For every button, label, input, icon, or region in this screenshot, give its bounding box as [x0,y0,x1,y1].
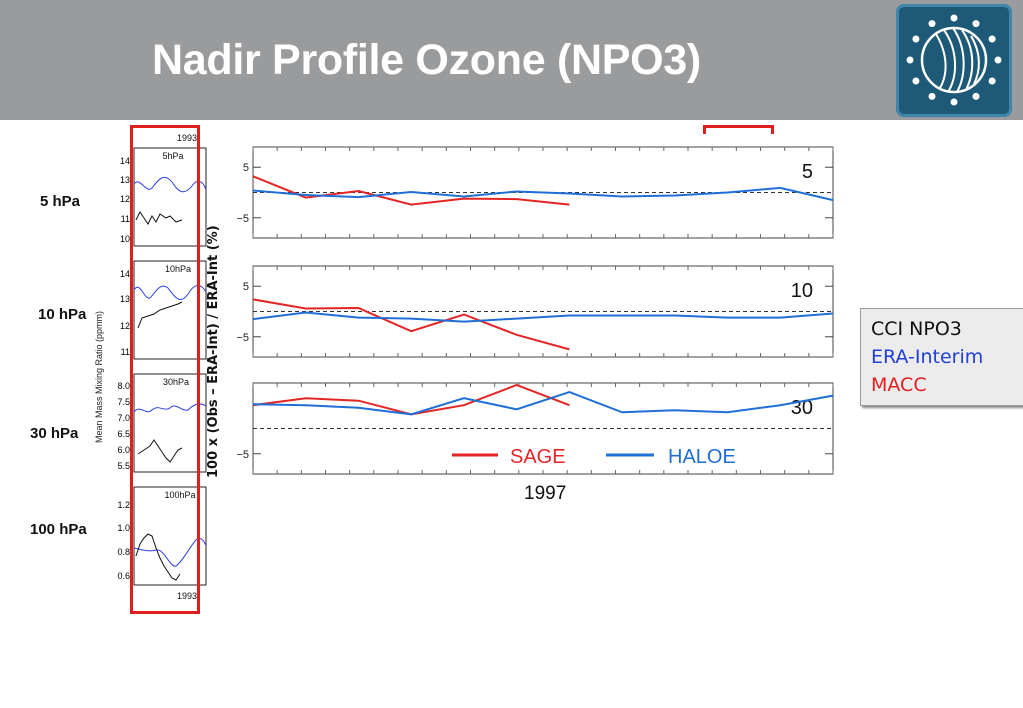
chart-panel-title: 10 [791,280,813,302]
panel-30hpa-tick: 6.5 [117,429,130,439]
panel-5hpa-tick: 13 [120,175,130,185]
panel-10hpa-label: 10hPa [165,264,191,274]
logo-dot [994,56,1002,64]
panel-5hpa-obs-line [135,211,183,225]
panel-100hpa-obs-line [135,533,181,581]
logo-dot [928,92,936,100]
header-bar: Nadir Profile Ozone (NPO3) [0,0,1023,120]
logo-dot [988,77,996,85]
highlight-bracket-top [703,125,774,134]
panel-30hpa-model-line [133,403,207,413]
panel-100hpa-tick: 1.0 [117,523,130,533]
logo-dot [912,35,920,43]
level-label-30hpa: 30 hPa [30,425,79,442]
panel-30hpa-obs-line [137,439,183,463]
legend-macc: MACC [871,374,927,396]
panel-30hpa-tick: 7.0 [117,413,130,423]
panel-5hpa-model-line [133,176,207,193]
panel-30hpa-frame [133,373,207,473]
panel-10hpa-tick: 13 [120,294,130,304]
left-panels-axis-label: Mean Mass Mixing Ratio (ppmm) [94,311,104,443]
panel-100hpa-tick: 0.8 [117,547,130,557]
logo-dot [972,20,980,28]
panel-10hpa-frame [133,260,207,360]
logo-dot [928,20,936,28]
year-bottom-label: 1993 [177,591,197,601]
y-tick-label: −5 [236,332,249,344]
logo-dot [972,92,980,100]
series-line-haloe [252,391,834,416]
panel-100hpa-tick: 0.6 [117,571,130,581]
panel-30hpa-tick: 8.0 [117,381,130,391]
logo-dot [988,35,996,43]
panel-100hpa-frame [133,486,207,586]
chart-legend: SAGE HALOE [452,446,736,468]
legend-haloe-label: HALOE [668,446,736,468]
highlight-box-left-panels [130,125,200,614]
y-tick-label: 5 [243,162,249,174]
panel-100hpa-tick: 1.2 [117,500,130,510]
series-line-haloe [252,311,834,323]
dataset-legend-box: CCI NPO3 ERA-Interim MACC [860,308,1023,406]
panel-10hpa-tick: 12 [120,321,130,331]
panel-30hpa-tick: 5.5 [117,461,130,471]
panel-30hpa-tick: 6.0 [117,445,130,455]
globe-logo-graphic [906,14,1002,106]
main-chart-xlabel: 1997 [524,483,567,504]
panel-10hpa-tick: 14 [120,269,130,279]
panel-100hpa-label: 100hPa [164,490,195,500]
esa-cci-globe-logo-icon [896,4,1012,117]
logo-dot [912,77,920,85]
logo-dot [950,98,958,106]
panel-10hpa-tick: 11 [121,347,130,357]
panel-5hpa-tick: 14 [120,156,130,166]
panel-30hpa-tick: 7.5 [117,397,130,407]
y-tick-label: −5 [236,213,249,225]
series-line-sage [252,175,570,206]
panel-5hpa-frame [133,147,207,247]
level-label-5hpa: 5 hPa [40,193,81,210]
legend-cci-npo3: CCI NPO3 [871,318,962,340]
series-line-haloe [252,186,834,202]
logo-dot [906,56,914,64]
level-label-10hpa: 10 hPa [38,306,87,323]
panel-10hpa-model-line [133,285,207,300]
page-title: Nadir Profile Ozone (NPO3) [152,36,701,84]
legend-era-interim: ERA-Interim [871,346,984,368]
year-top-label: 1993 [177,133,197,143]
series-line-sage [252,298,570,351]
panel-5hpa-label: 5hPa [162,151,183,161]
series-line-sage [252,383,570,416]
legend-sage-label: SAGE [510,446,566,468]
chart-panel-title: 5 [802,161,813,183]
level-label-100hpa: 100 hPa [30,521,87,538]
y-tick-label: −5 [236,449,249,461]
panel-5hpa-tick: 12 [120,194,130,204]
panel-30hpa-label: 30hPa [163,377,189,387]
logo-dot [950,14,958,22]
panel-10hpa-obs-line [137,301,183,329]
y-tick-label: 5 [243,281,249,293]
panel-5hpa-tick: 11 [121,214,130,224]
panel-5hpa-tick: 10 [120,234,130,244]
